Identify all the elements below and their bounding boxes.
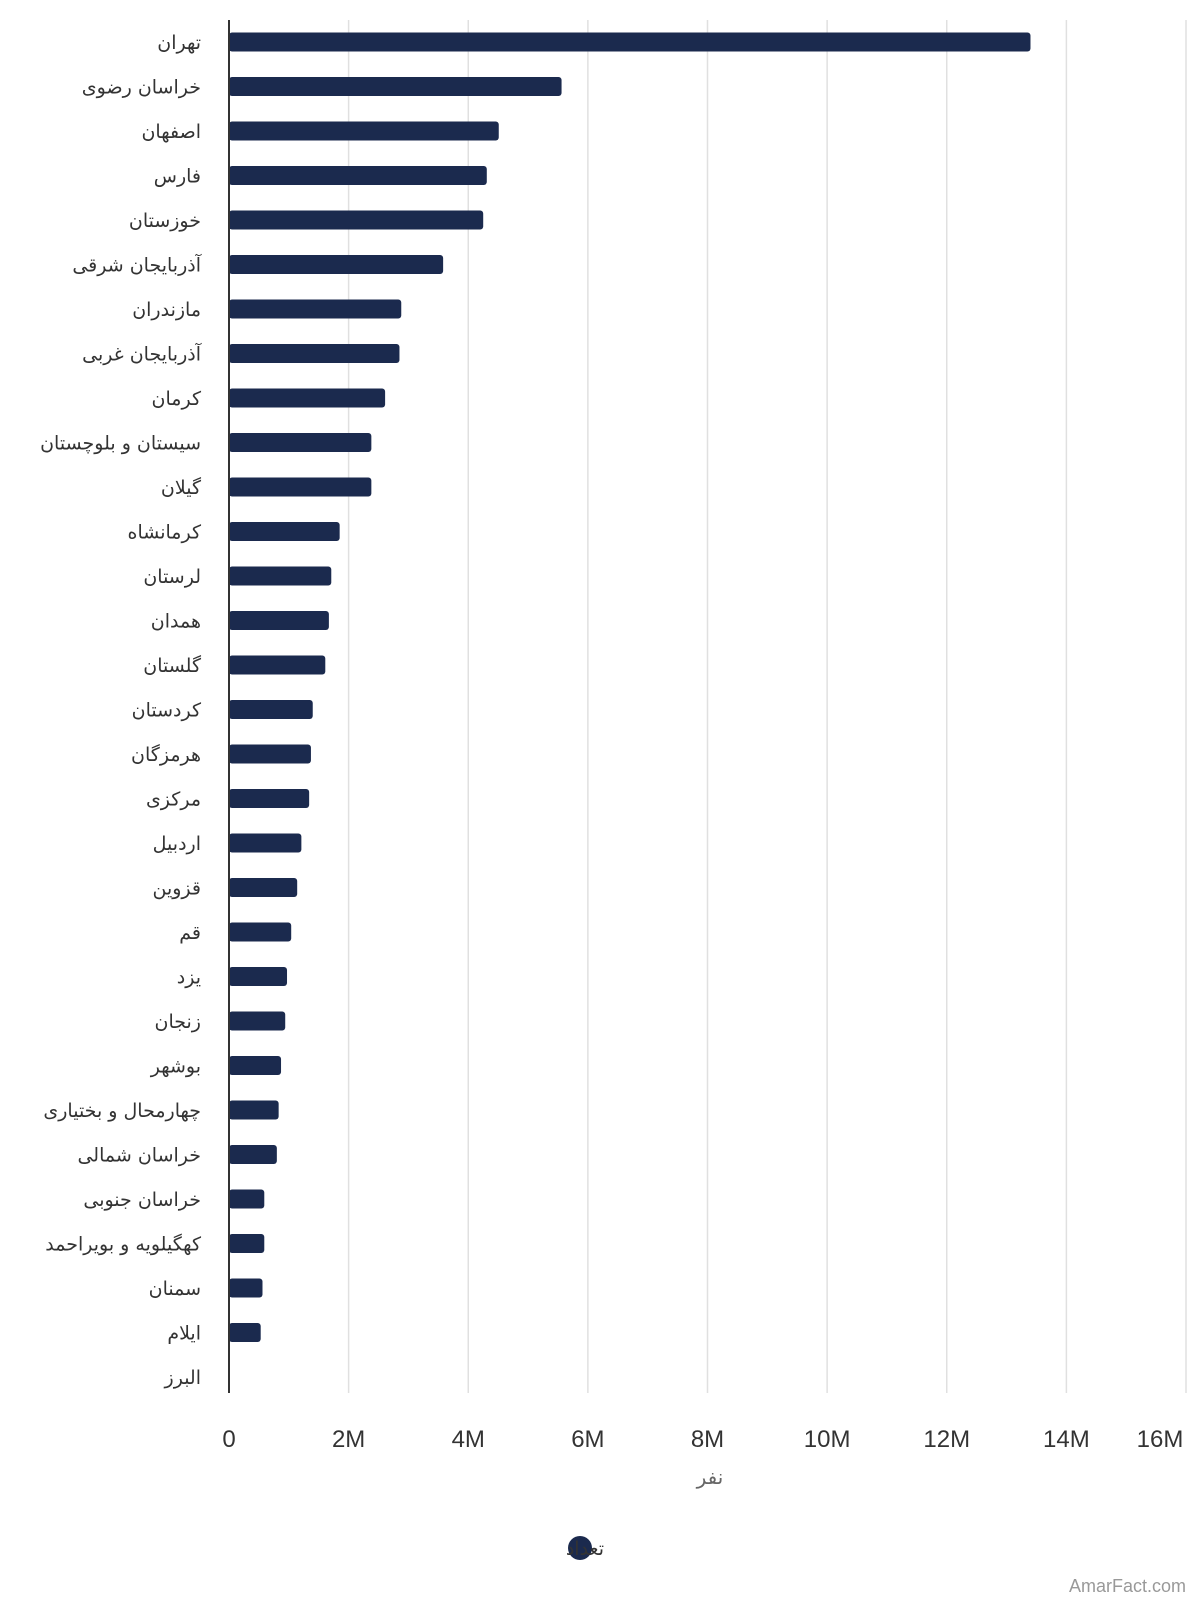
category-label: خراسان جنوبی — [83, 1189, 201, 1211]
category-label: اصفهان — [141, 121, 201, 143]
category-label: بوشهر — [150, 1056, 201, 1078]
bar[interactable] — [229, 32, 1031, 52]
x-tick-label: 0 — [222, 1426, 235, 1453]
category-label: قم — [179, 922, 201, 944]
category-label: لرستان — [143, 566, 201, 588]
bar[interactable] — [229, 77, 562, 96]
bar[interactable] — [229, 299, 402, 319]
bar[interactable] — [229, 477, 372, 497]
legend-marker-icon[interactable] — [568, 1536, 592, 1560]
bar[interactable] — [229, 566, 332, 586]
bar[interactable] — [229, 344, 400, 363]
category-label: سیستان و بلوچستان — [40, 433, 201, 455]
x-tick-label: 4M — [452, 1426, 485, 1453]
gridlines — [347, 20, 1187, 1393]
category-label: مرکزی — [146, 789, 201, 811]
bar[interactable] — [229, 1234, 265, 1253]
category-label: البرز — [164, 1367, 201, 1389]
category-label: چهارمحال و بختیاری — [43, 1100, 201, 1122]
bar[interactable] — [229, 1056, 282, 1075]
x-tick-label: 12M — [923, 1426, 970, 1453]
bar[interactable] — [229, 967, 288, 986]
bars — [229, 32, 1031, 1342]
bar[interactable] — [229, 1323, 261, 1342]
credit-link[interactable]: AmarFact.com — [1069, 1576, 1186, 1596]
category-label: همدان — [151, 611, 201, 633]
legend[interactable]: تعداد — [566, 1536, 604, 1560]
category-label: زنجان — [155, 1011, 201, 1033]
category-label: خوزستان — [129, 210, 201, 232]
x-tick-label: 10M — [804, 1426, 851, 1453]
category-label: مازندران — [132, 299, 201, 321]
category-label: آذربایجان غربی — [82, 342, 202, 366]
bar[interactable] — [229, 166, 487, 185]
x-tick-label: 16M — [1137, 1426, 1184, 1453]
bar[interactable] — [229, 1145, 277, 1164]
bar[interactable] — [229, 388, 386, 408]
x-tick-label: 14M — [1043, 1426, 1090, 1453]
bar[interactable] — [229, 1011, 286, 1031]
category-label: ایلام — [167, 1323, 201, 1345]
bar[interactable] — [229, 878, 298, 897]
bar[interactable] — [229, 789, 310, 808]
bar[interactable] — [229, 744, 311, 764]
x-tick-label: 8M — [691, 1426, 724, 1453]
x-axis-title: نفر — [696, 1465, 724, 1489]
bar[interactable] — [229, 210, 484, 230]
x-tick-label: 2M — [332, 1426, 365, 1453]
x-tick-label: 6M — [571, 1426, 604, 1453]
bar[interactable] — [229, 255, 444, 274]
bar[interactable] — [229, 522, 340, 541]
bar[interactable] — [229, 1189, 265, 1209]
category-labels: تهران خراسان رضوی اصفهان فارس خوزستان آذربایج… — [40, 32, 202, 1389]
category-label: سمنان — [149, 1278, 201, 1300]
bar[interactable] — [229, 1278, 263, 1298]
bar[interactable] — [229, 121, 499, 141]
category-label: آذربایجان شرقی — [72, 253, 201, 277]
category-label: خراسان شمالی — [77, 1145, 201, 1167]
category-label: فارس — [154, 166, 201, 188]
category-label: خراسان رضوی — [82, 77, 201, 99]
bar[interactable] — [229, 611, 329, 630]
category-label: قزوین — [153, 878, 202, 900]
bar[interactable] — [229, 655, 326, 675]
category-label: هرمزگان — [131, 743, 201, 766]
category-label: کرمانشاه — [128, 522, 202, 544]
category-label: تهران — [157, 32, 201, 54]
legend-label[interactable]: تعداد — [566, 1538, 604, 1560]
bar[interactable] — [229, 1100, 279, 1120]
category-label: کرمان — [152, 388, 202, 410]
bar[interactable] — [229, 833, 302, 853]
category-label: گلستان — [143, 654, 202, 677]
bar[interactable] — [229, 433, 372, 452]
category-label: گیلان — [161, 476, 202, 499]
category-label: یزد — [177, 967, 201, 989]
category-label: کهگیلویه و بویراحمد — [45, 1233, 202, 1256]
category-label: کردستان — [132, 700, 202, 722]
x-axis-ticks: 0 2M 4M 6M 8M 10M 12M 14M 16M — [222, 1426, 1183, 1453]
bar[interactable] — [229, 922, 292, 942]
bar[interactable] — [229, 700, 313, 719]
category-label: اردبیل — [153, 833, 201, 855]
